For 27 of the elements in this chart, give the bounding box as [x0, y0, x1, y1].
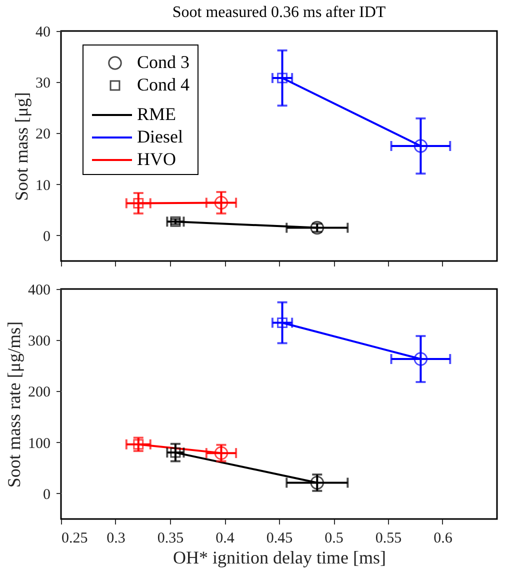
legend-label: Cond 3	[137, 52, 190, 72]
x-tick-label: 0.55	[375, 530, 402, 546]
x-tick-label: 0.25	[62, 530, 88, 546]
x-tick-label: 0.3	[106, 530, 126, 546]
y-tick-label: 400	[28, 282, 50, 298]
chart-title: Soot measured 0.36 ms after IDT	[172, 4, 386, 21]
legend-label: HVO	[137, 149, 176, 169]
y-tick-label: 30	[36, 76, 50, 92]
x-tick-label: 0.6	[434, 530, 453, 546]
x-axis-title: OH* ignition delay time [ms]	[173, 548, 386, 568]
y-tick-label: 300	[28, 334, 50, 350]
y-axis-title: Soot mass [μg]	[12, 92, 32, 201]
legend-label: Diesel	[137, 126, 183, 146]
y-tick-label: 0	[43, 228, 50, 245]
y-tick-label: 0	[43, 486, 50, 503]
x-tick-label: 0.45	[266, 530, 293, 546]
y-tick-label: 40	[36, 24, 50, 40]
y-tick-label: 200	[28, 384, 50, 401]
y-axis-title: Soot mass rate [μg/ms]	[4, 321, 24, 488]
y-tick-label: 10	[36, 178, 50, 194]
legend-label: RME	[137, 104, 176, 124]
y-tick-label: 20	[36, 126, 50, 143]
x-tick-label: 0.5	[324, 530, 344, 546]
x-tick-label: 0.35	[157, 530, 184, 546]
y-tick-label: 100	[28, 436, 50, 452]
legend-label: Cond 4	[137, 74, 190, 94]
x-tick-label: 0.4	[216, 530, 235, 546]
